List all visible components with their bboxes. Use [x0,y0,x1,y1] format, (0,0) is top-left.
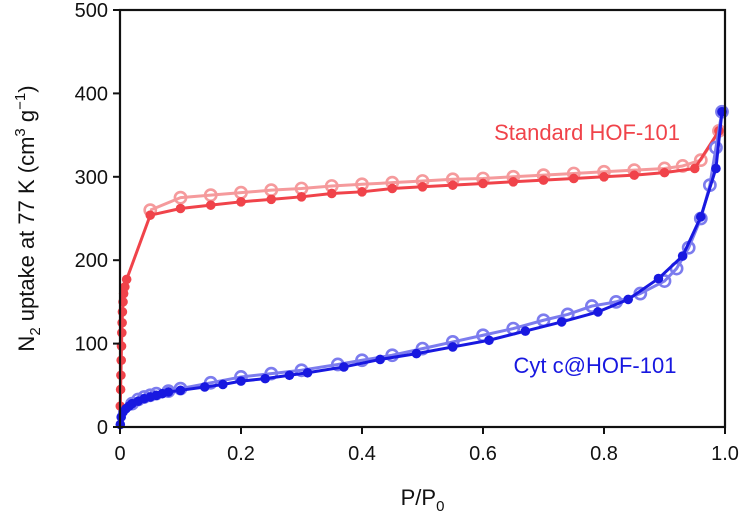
x-axis-title-main: P/P [401,485,436,510]
x-tick-label: 0.4 [348,443,376,465]
adsorption-point-standard-hof-101 [121,274,132,285]
x-tick-label: 0.6 [469,443,497,465]
y-tick-label: 400 [75,83,108,105]
adsorption-point-standard-hof-101 [236,197,246,207]
adsorption-point-standard-hof-101 [659,167,670,178]
adsorption-point-standard-hof-101 [296,192,307,202]
adsorption-point-cyt-c-hof-101 [593,307,603,317]
adsorption-point-cyt-c-hof-101 [677,251,688,261]
y-axis-title-superscript1: 3 [12,128,29,136]
y-axis-title-part1: N [14,336,39,352]
desorption-point-cyt-c-hof-101 [709,140,723,155]
adsorption-point-cyt-c-hof-101 [199,382,210,392]
plot-frame [118,8,727,429]
y-tick-label: 300 [75,167,108,189]
plot-marks [115,104,729,430]
adsorption-point-standard-hof-101 [117,317,127,328]
adsorption-point-standard-hof-101 [120,282,130,292]
adsorption-point-standard-hof-101 [205,200,216,210]
series-label-standard-hof-101: Standard HOF-101 [494,120,680,145]
y-tick-label: 200 [75,250,108,272]
desorption-point-standard-hof-101 [173,190,188,205]
y-axis-title-part4: ) [14,85,39,92]
desorption-point-cyt-c-hof-101 [355,353,369,368]
series-label-cyt-c-hof-101: Cyt c@HOF-101 [514,353,677,378]
adsorption-point-cyt-c-hof-101 [696,212,706,222]
adsorption-point-standard-hof-101 [508,177,519,187]
adsorption-point-cyt-c-hof-101 [623,294,633,305]
adsorption-point-standard-hof-101 [417,182,428,192]
desorption-point-standard-hof-101 [693,153,708,168]
adsorption-point-cyt-c-hof-101 [236,376,246,386]
adsorption-point-cyt-c-hof-101 [175,385,186,396]
adsorption-point-standard-hof-101 [117,327,127,338]
adsorption-point-standard-hof-101 [629,170,640,180]
adsorption-point-cyt-c-hof-101 [711,163,721,174]
desorption-line-standard-hof-101 [149,130,721,212]
y-tick-label: 100 [75,334,108,356]
y-axis-title-subscript: 2 [27,327,44,335]
x-axis-title-subscript: 0 [436,498,444,515]
adsorption-point-standard-hof-101 [266,194,277,205]
adsorption-point-cyt-c-hof-101 [411,348,422,359]
adsorption-point-cyt-c-hof-101 [653,273,664,284]
adsorption-point-cyt-c-hof-101 [260,373,271,384]
desorption-point-cyt-c-hof-101 [415,341,430,356]
x-tick-label: 0.8 [590,443,618,465]
adsorption-point-cyt-c-hof-101 [520,326,531,336]
adsorption-point-standard-hof-101 [387,183,398,194]
adsorption-point-standard-hof-101 [357,187,367,197]
adsorption-point-standard-hof-101 [447,180,458,190]
y-axis-ticks: 0 100 200 300 400 500 [75,0,120,439]
x-axis-ticks: 0 0.2 0.4 0.6 0.8 1.0 [114,427,739,465]
adsorption-point-cyt-c-hof-101 [284,370,295,381]
x-tick-label: 0 [114,443,125,465]
adsorption-point-standard-hof-101 [599,172,609,182]
adsorption-point-standard-hof-101 [689,163,700,174]
adsorption-point-cyt-c-hof-101 [484,335,494,346]
adsorption-point-cyt-c-hof-101 [556,317,567,327]
adsorption-point-cyt-c-hof-101 [447,342,458,352]
adsorption-point-standard-hof-101 [175,203,186,214]
adsorption-point-cyt-c-hof-101 [339,362,349,372]
y-axis-title-part3: g [14,110,39,128]
x-axis-title: P/P0 [401,485,445,515]
x-tick-label: 1.0 [711,443,739,465]
y-axis-title-superscript2: −1 [12,93,29,110]
x-tick-label: 0.2 [227,443,255,465]
adsorption-point-standard-hof-101 [568,173,579,184]
adsorption-point-cyt-c-hof-101 [218,379,228,390]
y-axis-title-part2: uptake at 77 K (cm [14,137,39,328]
adsorption-point-standard-hof-101 [478,178,488,189]
desorption-point-cyt-c-hof-101 [585,299,599,313]
adsorption-point-cyt-c-hof-101 [302,367,313,378]
adsorption-point-standard-hof-101 [116,355,127,366]
y-tick-label: 500 [75,0,108,22]
adsorption-point-cyt-c-hof-101 [163,387,174,397]
y-axis-title: N2 uptake at 77 K (cm3 g−1) [12,85,44,351]
y-tick-label: 0 [97,417,108,439]
adsorption-point-cyt-c-hof-101 [375,354,385,365]
adsorption-point-standard-hof-101 [145,210,156,220]
adsorption-point-standard-hof-101 [326,188,337,199]
adsorption-point-standard-hof-101 [538,175,549,185]
